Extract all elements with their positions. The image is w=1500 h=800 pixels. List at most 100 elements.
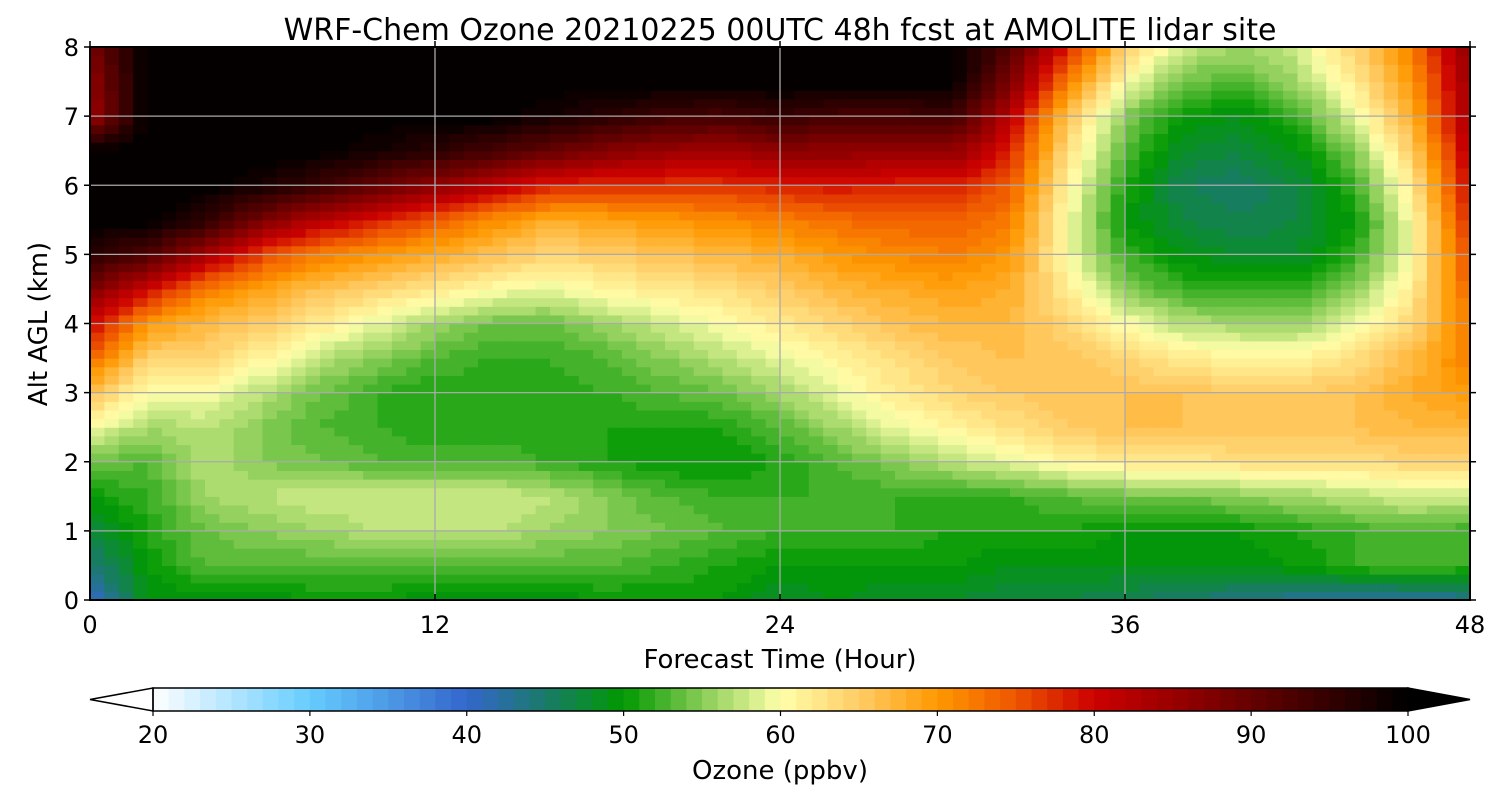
heatmap-cell bbox=[334, 565, 350, 575]
heatmap-cell bbox=[1455, 401, 1471, 411]
heatmap-cell bbox=[463, 496, 479, 506]
heatmap-cell bbox=[636, 193, 652, 204]
heatmap-cell bbox=[952, 193, 968, 204]
heatmap-cell bbox=[435, 280, 450, 290]
heatmap-cell bbox=[1283, 487, 1299, 497]
heatmap-cell bbox=[147, 522, 163, 532]
heatmap-cell bbox=[823, 461, 839, 471]
heatmap-cell bbox=[506, 297, 522, 307]
heatmap-cell bbox=[1355, 263, 1370, 273]
heatmap-cell bbox=[248, 565, 264, 575]
heatmap-cell bbox=[693, 193, 709, 204]
heatmap-cell bbox=[966, 358, 982, 368]
heatmap-cell bbox=[1340, 375, 1356, 385]
heatmap-cell bbox=[550, 479, 565, 489]
heatmap-cell bbox=[1369, 582, 1385, 592]
heatmap-cell bbox=[449, 280, 465, 290]
heatmap-cell bbox=[578, 167, 594, 178]
heatmap-cell bbox=[1311, 366, 1327, 376]
heatmap-cell bbox=[449, 418, 465, 428]
heatmap-cell bbox=[981, 513, 997, 523]
heatmap-cell bbox=[406, 297, 422, 307]
heatmap-cell bbox=[952, 176, 968, 186]
heatmap-cell bbox=[363, 211, 379, 221]
heatmap-cell bbox=[291, 159, 307, 169]
heatmap-cell bbox=[118, 349, 134, 359]
heatmap-cell bbox=[923, 306, 939, 316]
heatmap-cell bbox=[866, 470, 882, 480]
heatmap-cell bbox=[435, 306, 450, 316]
heatmap-cell bbox=[1297, 263, 1313, 273]
heatmap-cell bbox=[665, 548, 680, 558]
heatmap-cell bbox=[133, 513, 149, 523]
heatmap-cell bbox=[1383, 522, 1399, 532]
heatmap-cell bbox=[1369, 167, 1385, 178]
heatmap-cell bbox=[1398, 288, 1414, 299]
heatmap-cell bbox=[1053, 167, 1069, 178]
heatmap-cell bbox=[248, 245, 264, 255]
heatmap-cell bbox=[478, 332, 494, 342]
heatmap-cell bbox=[406, 314, 422, 325]
heatmap-cell bbox=[1024, 219, 1040, 230]
heatmap-cell bbox=[1110, 418, 1126, 428]
heatmap-cell bbox=[866, 513, 882, 523]
heatmap-cell bbox=[535, 245, 551, 255]
heatmap-cell bbox=[348, 574, 364, 584]
heatmap-cell bbox=[1383, 487, 1399, 497]
heatmap-cell bbox=[1196, 211, 1212, 221]
heatmap-cell bbox=[607, 237, 623, 247]
heatmap-cell bbox=[1053, 185, 1069, 195]
heatmap-cell bbox=[478, 409, 494, 420]
heatmap-cell bbox=[1168, 297, 1184, 307]
heatmap-cell bbox=[780, 582, 795, 592]
heatmap-cell bbox=[780, 358, 795, 368]
heatmap-cell bbox=[1326, 392, 1342, 402]
heatmap-cell bbox=[1010, 582, 1025, 592]
heatmap-cell bbox=[1225, 254, 1241, 264]
heatmap-cell bbox=[1024, 340, 1040, 351]
heatmap-cell bbox=[1139, 167, 1155, 178]
heatmap-cell bbox=[722, 340, 738, 351]
heatmap-cell bbox=[1153, 176, 1169, 186]
heatmap-cell bbox=[1096, 418, 1112, 428]
heatmap-cell bbox=[1254, 591, 1270, 601]
heatmap-cell bbox=[1225, 418, 1241, 428]
heatmap-cell bbox=[334, 574, 350, 584]
heatmap-cell bbox=[679, 340, 695, 351]
heatmap-cell bbox=[1125, 159, 1140, 169]
heatmap-cell bbox=[492, 565, 508, 575]
heatmap-cell bbox=[1455, 193, 1471, 204]
heatmap-cell bbox=[1096, 504, 1112, 515]
heatmap-cell bbox=[780, 530, 795, 541]
heatmap-cell bbox=[133, 288, 149, 299]
heatmap-cell bbox=[1326, 427, 1342, 437]
heatmap-cell bbox=[1096, 574, 1112, 584]
heatmap-cell bbox=[1110, 176, 1126, 186]
heatmap-cell bbox=[1326, 254, 1342, 264]
heatmap-cell bbox=[1096, 582, 1112, 592]
heatmap-cell bbox=[506, 427, 522, 437]
heatmap-cell bbox=[348, 219, 364, 230]
heatmap-cell bbox=[1153, 219, 1169, 230]
heatmap-cell bbox=[952, 435, 968, 446]
heatmap-cell bbox=[866, 202, 882, 212]
heatmap-cell bbox=[506, 418, 522, 428]
heatmap-cell bbox=[1297, 418, 1313, 428]
heatmap-cell bbox=[593, 504, 609, 515]
heatmap-cell bbox=[593, 392, 609, 402]
heatmap-cell bbox=[1182, 504, 1198, 515]
heatmap-cell bbox=[377, 314, 393, 325]
heatmap-cell bbox=[794, 574, 810, 584]
heatmap-cell bbox=[1038, 565, 1054, 575]
heatmap-cell bbox=[435, 418, 450, 428]
heatmap-cell bbox=[1153, 461, 1169, 471]
heatmap-cell bbox=[909, 427, 925, 437]
heatmap-cell bbox=[1139, 453, 1155, 463]
heatmap-cell bbox=[578, 530, 594, 541]
heatmap-cell bbox=[1412, 522, 1428, 532]
heatmap-cell bbox=[291, 470, 307, 480]
heatmap-cell bbox=[449, 461, 465, 471]
heatmap-cell bbox=[463, 245, 479, 255]
heatmap-cell bbox=[909, 574, 925, 584]
heatmap-cell bbox=[262, 461, 278, 471]
